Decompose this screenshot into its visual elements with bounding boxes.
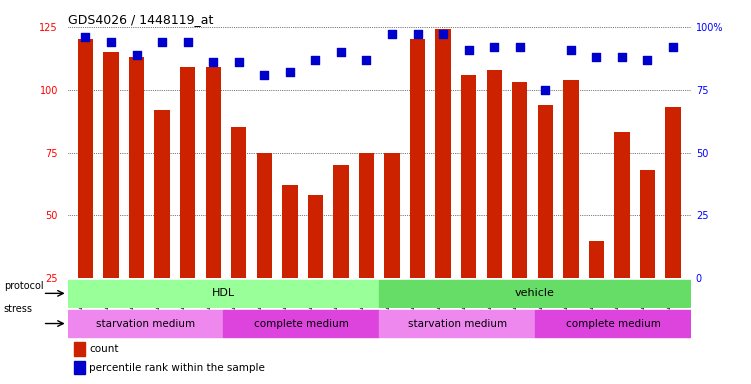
Point bbox=[182, 39, 194, 45]
Text: complete medium: complete medium bbox=[254, 318, 348, 329]
Text: stress: stress bbox=[4, 304, 33, 314]
Text: complete medium: complete medium bbox=[566, 318, 660, 329]
Point bbox=[309, 56, 321, 63]
Bar bbox=[436, 30, 451, 341]
Bar bbox=[512, 82, 527, 341]
Point bbox=[386, 31, 398, 38]
Point bbox=[258, 71, 270, 78]
Bar bbox=[224, 310, 379, 337]
Bar bbox=[74, 361, 85, 374]
Bar bbox=[385, 152, 400, 341]
Bar bbox=[665, 107, 680, 341]
Point bbox=[131, 51, 143, 58]
Bar bbox=[379, 280, 691, 307]
Bar bbox=[640, 170, 655, 341]
Text: vehicle: vehicle bbox=[515, 288, 555, 298]
Bar bbox=[410, 40, 425, 341]
Bar bbox=[487, 70, 502, 341]
Point bbox=[284, 69, 296, 75]
Point bbox=[616, 54, 628, 60]
Text: protocol: protocol bbox=[4, 281, 44, 291]
Bar bbox=[282, 185, 297, 341]
Point bbox=[641, 56, 653, 63]
Text: starvation medium: starvation medium bbox=[408, 318, 507, 329]
Point bbox=[105, 39, 117, 45]
Point bbox=[463, 46, 475, 53]
Point bbox=[156, 39, 168, 45]
Bar bbox=[614, 132, 629, 341]
Text: percentile rank within the sample: percentile rank within the sample bbox=[89, 363, 265, 373]
Bar bbox=[308, 195, 323, 341]
Point bbox=[667, 44, 679, 50]
Bar bbox=[74, 343, 85, 356]
Bar bbox=[538, 105, 553, 341]
Text: starvation medium: starvation medium bbox=[96, 318, 195, 329]
Point bbox=[539, 87, 551, 93]
Bar bbox=[333, 165, 348, 341]
Text: HDL: HDL bbox=[212, 288, 235, 298]
Bar bbox=[257, 152, 272, 341]
Bar bbox=[461, 74, 476, 341]
Bar bbox=[535, 310, 691, 337]
Text: GDS4026 / 1448119_at: GDS4026 / 1448119_at bbox=[68, 13, 213, 26]
Bar bbox=[563, 79, 578, 341]
Point bbox=[335, 49, 347, 55]
Bar bbox=[180, 67, 195, 341]
Bar bbox=[379, 310, 535, 337]
Bar bbox=[78, 40, 93, 341]
Point bbox=[233, 59, 245, 65]
Point bbox=[207, 59, 219, 65]
Point bbox=[565, 46, 577, 53]
Point bbox=[514, 44, 526, 50]
Bar bbox=[104, 52, 119, 341]
Point bbox=[360, 56, 372, 63]
Bar bbox=[359, 152, 374, 341]
Bar bbox=[589, 240, 604, 341]
Point bbox=[80, 34, 92, 40]
Bar bbox=[155, 110, 170, 341]
Point bbox=[412, 31, 424, 38]
Bar bbox=[68, 310, 224, 337]
Text: count: count bbox=[89, 344, 119, 354]
Point bbox=[488, 44, 500, 50]
Point bbox=[590, 54, 602, 60]
Bar bbox=[206, 67, 221, 341]
Bar bbox=[231, 127, 246, 341]
Point bbox=[437, 31, 449, 38]
Bar bbox=[129, 57, 144, 341]
Bar bbox=[68, 280, 379, 307]
